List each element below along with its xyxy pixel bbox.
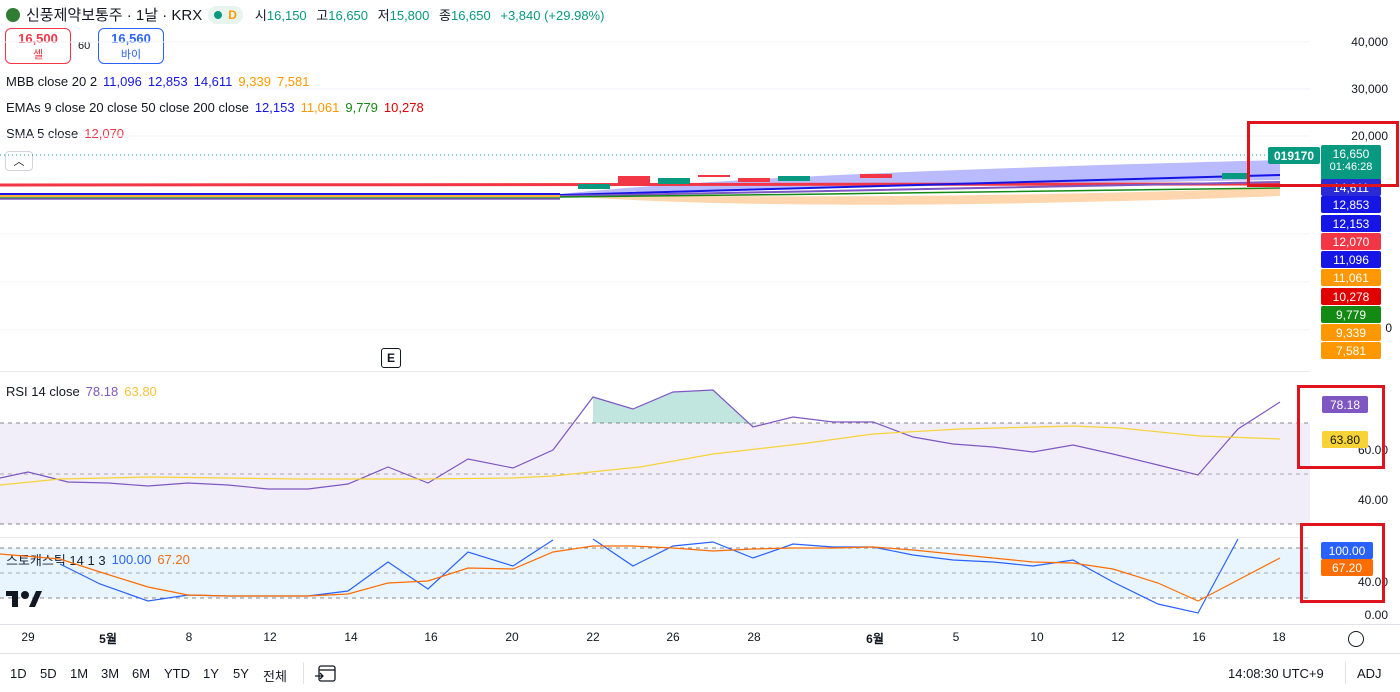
- market-status-pill[interactable]: D: [208, 5, 243, 24]
- time-axis-label: 6월: [866, 632, 884, 646]
- stoch-axis-label: 0.00: [1364, 608, 1388, 622]
- ema-line: [559, 174, 1281, 196]
- time-axis-label: 14: [344, 630, 358, 644]
- stoch-d-line: [0, 545, 1281, 602]
- indicator-price-tag: 9,779: [1321, 306, 1381, 323]
- rsi-ma-line: [0, 425, 1281, 486]
- price-change: +3,840 (+29.98%): [500, 8, 605, 23]
- stoch-d-value-tag: 67.20: [1321, 559, 1373, 576]
- rsi-axis-label: 40.00: [1357, 493, 1388, 507]
- rsi-value-tag: 78.18: [1322, 396, 1368, 413]
- time-axis-label: 29: [21, 630, 35, 644]
- symbol-title[interactable]: 신풍제약보통주 · 1날 · KRX: [26, 7, 203, 24]
- rsi-ma-value-tag: 63.80: [1322, 431, 1368, 448]
- indicator-price-tag: 11,096: [1321, 251, 1381, 268]
- upper-band-fill: [560, 160, 1280, 196]
- chart-settings-icon[interactable]: [1348, 631, 1364, 647]
- mbb-legend[interactable]: MBB close 20 2 11,096 12,853 14,611 9,33…: [6, 74, 310, 89]
- chevron-up-icon: ︿: [13, 156, 25, 168]
- time-axis-label: 26: [666, 630, 680, 644]
- time-axis-label: 22: [586, 630, 600, 644]
- price-axis-label: 0: [1385, 321, 1392, 335]
- time-axis-label: 16: [424, 630, 438, 644]
- timeframe-1d-button[interactable]: 1D: [10, 666, 27, 681]
- ema-line: [559, 187, 1281, 198]
- delayed-data-badge: D: [228, 7, 237, 22]
- indicator-price-tag: 10,278: [1321, 288, 1381, 305]
- toolbar-divider: [303, 662, 304, 684]
- timeframe-3m-button[interactable]: 3M: [101, 666, 120, 681]
- timeframe-ytd-button[interactable]: YTD: [164, 666, 190, 681]
- sma-legend[interactable]: SMA 5 close 12,070: [6, 126, 125, 141]
- tradingview-logo[interactable]: [6, 589, 42, 611]
- stoch-k-value-tag: 100.00: [1321, 542, 1373, 559]
- candle: [1222, 173, 1250, 179]
- collapse-legend-button[interactable]: ︿: [5, 151, 33, 171]
- candle: [738, 178, 770, 182]
- candle: [778, 176, 810, 181]
- timeframe-1m-button[interactable]: 1M: [70, 666, 89, 681]
- price-axis-label: 40,000: [1351, 35, 1388, 49]
- annotation-box-rsi: [1297, 385, 1385, 469]
- indicator-price-tag: 7,581: [1321, 342, 1381, 359]
- candle: [860, 174, 892, 178]
- last-price-tag: 16,650 01:46:28: [1321, 145, 1381, 181]
- time-axis-label: 18: [1272, 630, 1286, 644]
- time-axis-label: 28: [747, 630, 761, 644]
- rsi-overbought-fill: [593, 390, 753, 427]
- candle: [698, 175, 730, 177]
- annotation-box-stochastic: [1300, 523, 1385, 603]
- indicator-price-tag: 12,153: [1321, 215, 1381, 232]
- stoch-axis-label: 40.00: [1357, 575, 1388, 589]
- indicator-price-tag: 12,853: [1321, 196, 1381, 213]
- price-chart[interactable]: [0, 0, 1310, 372]
- indicator-price-tag: 12,070: [1321, 233, 1381, 250]
- symbol-logo-icon: [6, 7, 20, 22]
- time-axis-label: 12: [1111, 630, 1125, 644]
- go-to-date-icon[interactable]: [315, 664, 337, 684]
- timezone-clock[interactable]: 14:08:30 UTC+9: [1228, 666, 1324, 681]
- candle: [618, 176, 650, 186]
- time-axis-label: 16: [1192, 630, 1206, 644]
- timeframe-5y-button[interactable]: 5Y: [233, 666, 249, 681]
- emas-legend[interactable]: EMAs 9 close 20 close 50 close 200 close…: [6, 100, 424, 115]
- bottom-toolbar: [0, 653, 1400, 692]
- time-axis-border: [0, 624, 1400, 625]
- timeframe-all-button[interactable]: 전체: [263, 669, 287, 684]
- adjust-data-button[interactable]: ADJ: [1357, 666, 1382, 681]
- timeframe-5d-button[interactable]: 5D: [40, 666, 57, 681]
- market-open-dot-icon: [214, 10, 223, 19]
- time-axis-label: 12: [263, 630, 277, 644]
- symbol-legend: 신풍제약보통주 · 1날 · KRX D 시16,150 고16,650 저15…: [6, 4, 604, 25]
- time-axis-label: 10: [1030, 630, 1044, 644]
- lower-band-fill: [560, 188, 1280, 205]
- price-axis-label: 30,000: [1351, 82, 1388, 96]
- time-axis-label: 20: [505, 630, 519, 644]
- rsi-line: [0, 389, 1281, 490]
- ohlc-values: 시16,150 고16,650 저15,800 종16,650 +3,840 (…: [254, 8, 605, 23]
- time-axis-label: 5월: [99, 632, 117, 646]
- indicator-price-tag: 11,061: [1321, 269, 1381, 286]
- toolbar-divider: [1345, 662, 1346, 684]
- rsi-chart[interactable]: [0, 372, 1310, 538]
- time-axis-label: 8: [185, 630, 193, 644]
- timeframe-1y-button[interactable]: 1Y: [203, 666, 219, 681]
- stochastic-chart[interactable]: [0, 538, 1310, 624]
- price-axis-label: 20,000: [1351, 129, 1388, 143]
- candle: [658, 178, 690, 184]
- time-axis-label: 5: [952, 630, 960, 644]
- symbol-series-tag: 019170: [1268, 147, 1320, 164]
- spread-value: 60: [78, 40, 91, 52]
- ema-line: [559, 181, 1281, 197]
- earnings-marker[interactable]: E: [381, 348, 401, 368]
- candle: [578, 184, 610, 189]
- timeframe-6m-button[interactable]: 6M: [132, 666, 151, 681]
- annotation-box-price: [1247, 121, 1399, 187]
- rsi-legend[interactable]: RSI 14 close 78.18 63.80: [6, 384, 157, 399]
- indicator-price-tag: 9,339: [1321, 324, 1381, 341]
